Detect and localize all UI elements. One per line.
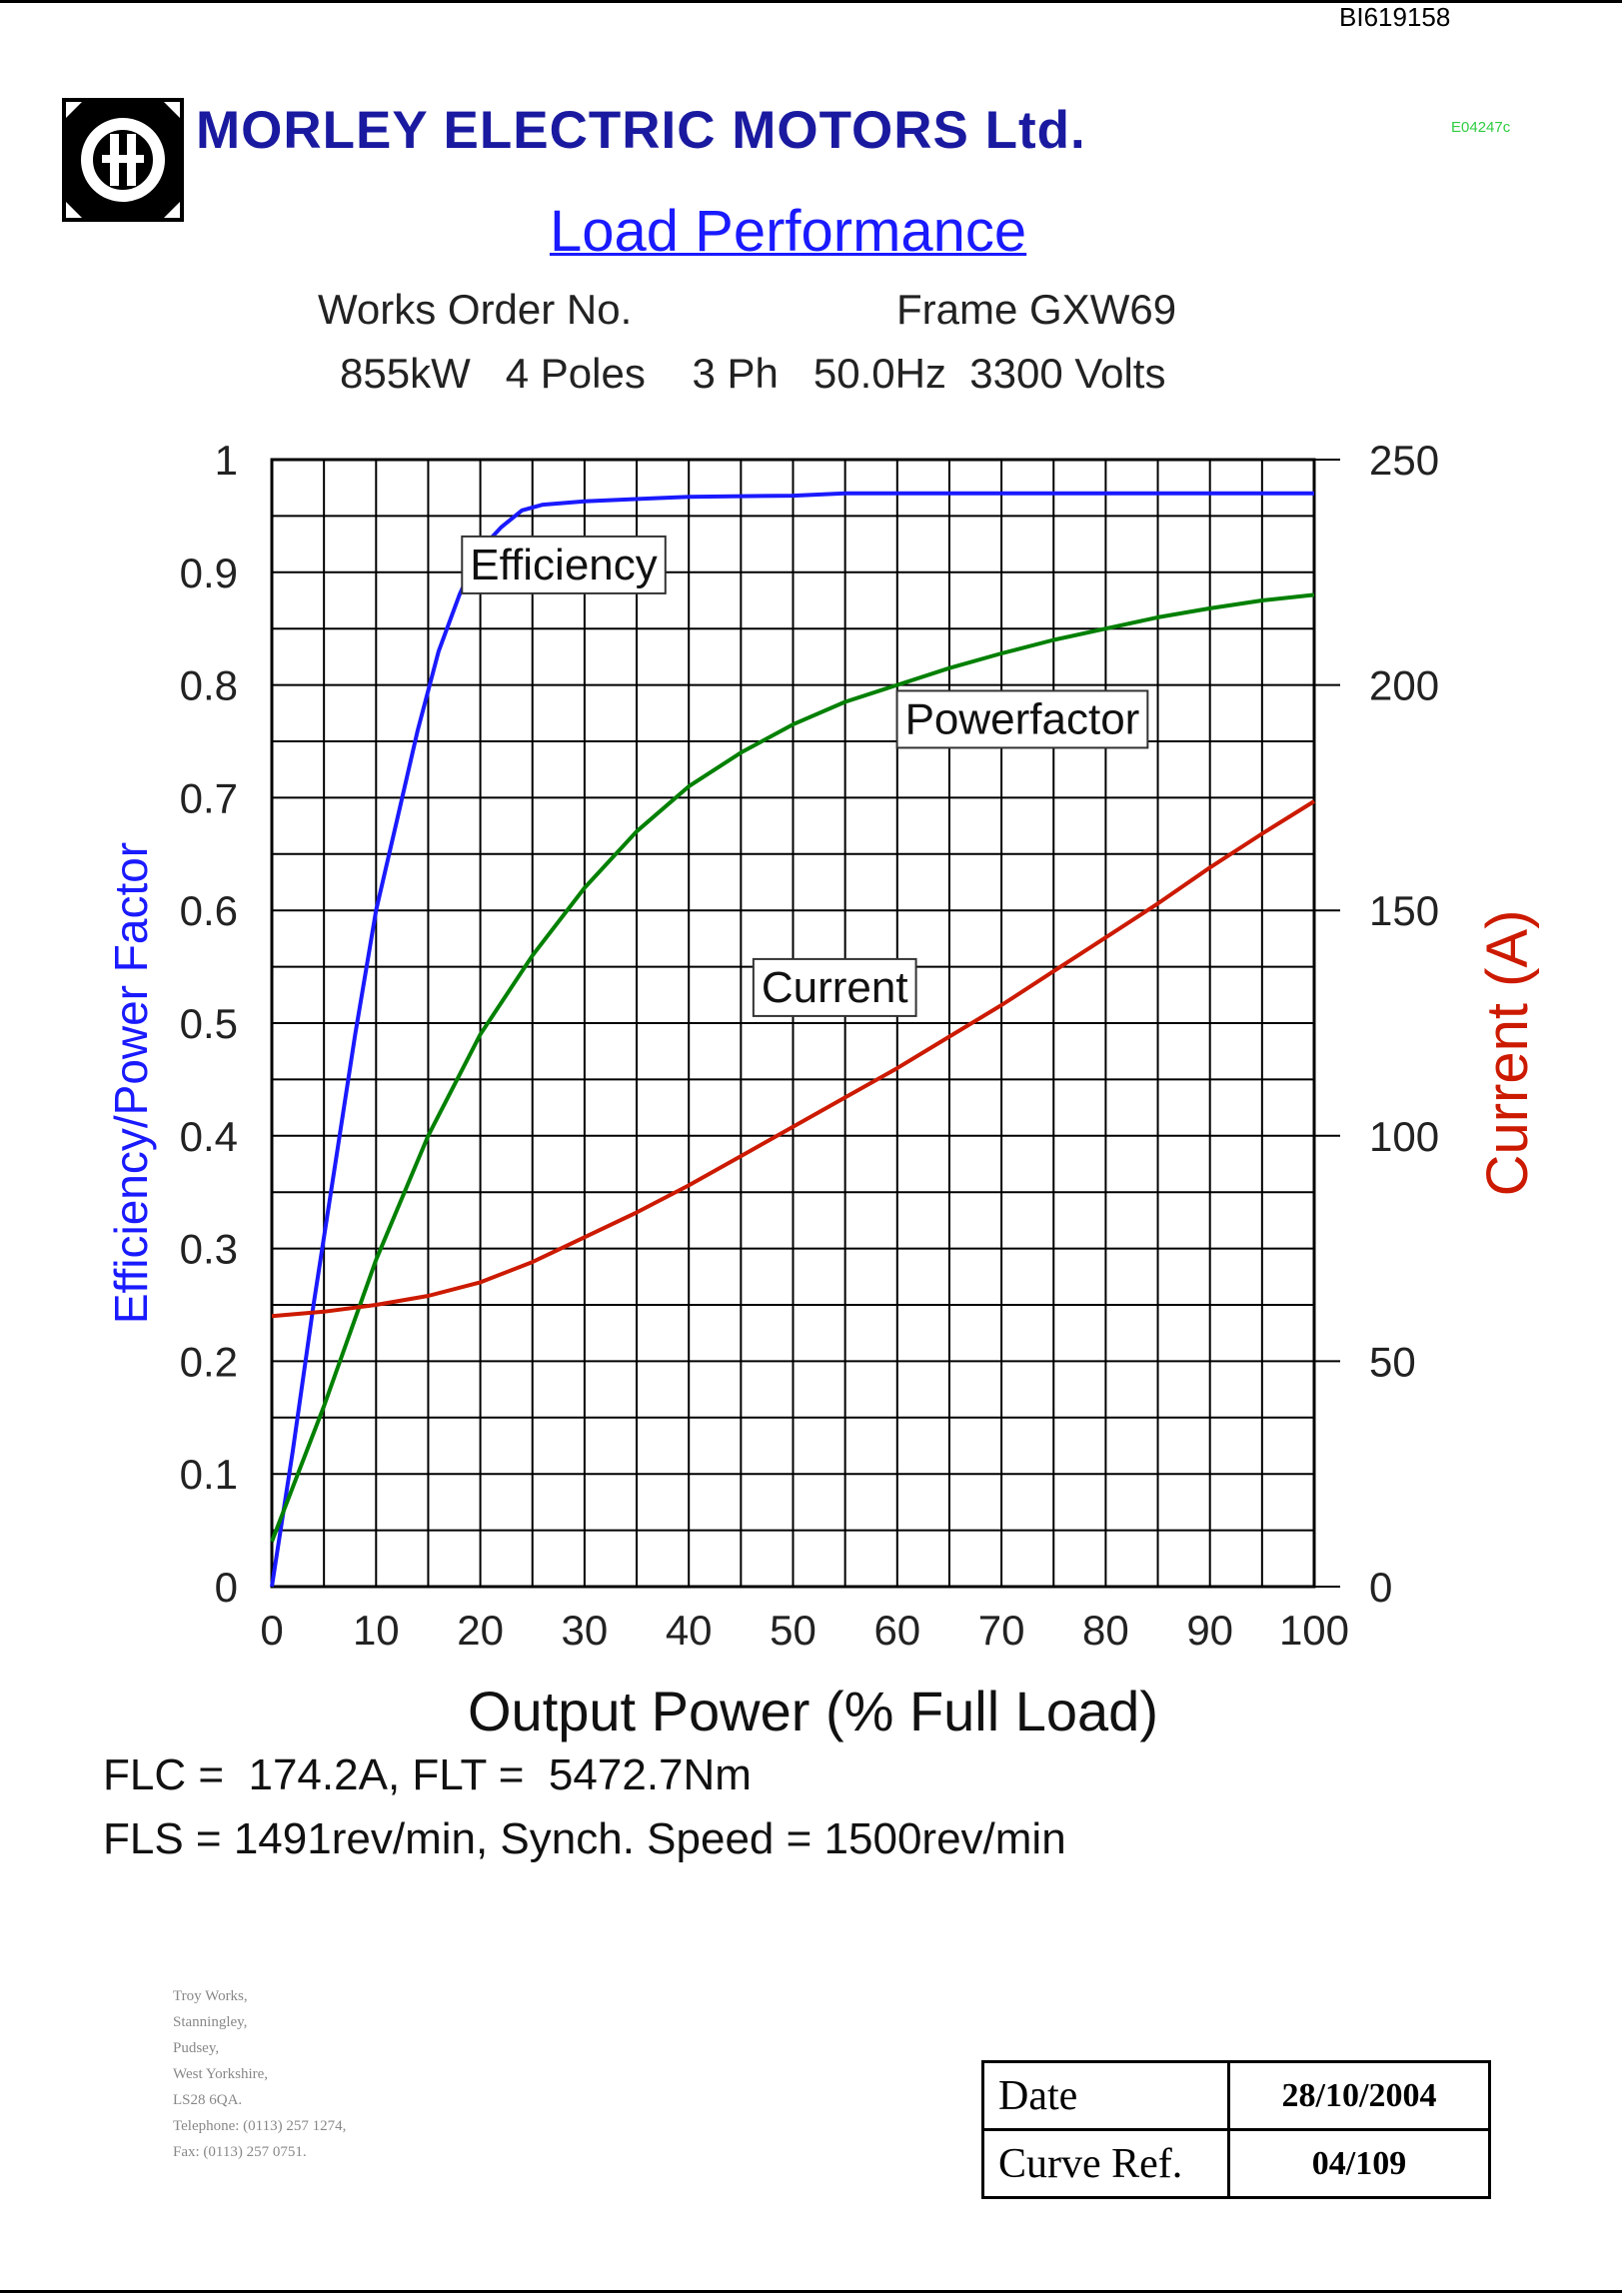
flc-flt-values: FLC = 174.2A, FLT = 5472.7Nm [103,1750,752,1799]
chart-tick-labels: 0 10 20 30 40 50 60 70 80 90 10000.10.20.30.40.50.… [105,437,1540,1742]
efficiency-label-box [461,535,667,594]
y-left-tick-label: 0.9 [180,550,238,596]
x-tick-label: 0 [260,1607,283,1654]
frame-label: Frame GXW69 [896,286,1177,333]
efficiency-series-line [270,491,1314,1588]
powerfactor-series-label: Powerfactor [905,694,1140,743]
current-series-line [271,799,1316,1319]
y-right-tick-label: 250 [1369,437,1439,484]
y-left-tick-label: 0 [215,1564,238,1611]
y-right-axis-title: Current (A) [1475,910,1540,1197]
x-tick-label: 70 [978,1607,1025,1654]
bottom-rule [0,2290,1622,2293]
y-right-tick-label: 150 [1369,887,1439,934]
address-line: West Yorkshire, [173,2066,269,2082]
curve-ref-value: 04/109 [1227,2128,1491,2199]
chart-title: Load Performance [550,199,1027,264]
works-order-label: Works Order No. [318,286,633,333]
address-line: Fax: (0113) 257 0751. [173,2144,307,2160]
y-left-tick-label: 0.3 [180,1226,238,1273]
powerfactor-label-box [895,689,1149,749]
address-line: LS28 6QA. [173,2092,243,2108]
x-tick-label: 80 [1082,1607,1129,1654]
document-id: BI619158 [1339,2,1451,32]
y-left-tick-label: 0.8 [180,662,238,709]
efficiency-series-label: Efficiency [470,541,658,589]
x-tick-label: 90 [1186,1607,1233,1654]
y-left-tick-label: 0.7 [180,774,238,821]
x-tick-label: 60 [873,1607,920,1654]
address-line: Pudsey, [173,2040,220,2056]
address-line: Stanningley, [173,2014,248,2030]
x-tick-label: 100 [1279,1607,1349,1654]
chart-grid [272,460,1314,1587]
small-reference-code: E04247c [1451,119,1511,136]
company-name: MORLEY ELECTRIC MOTORS Ltd. [196,101,1086,160]
company-logo [62,98,184,222]
y-left-tick-label: 0.4 [180,1113,238,1160]
address-line: Troy Works, [173,1988,248,2004]
chart-axes [270,458,1340,1589]
x-tick-label: 20 [457,1607,504,1654]
curve-ref-label: Curve Ref. [981,2128,1230,2199]
fls-synch-values: FLS = 1491rev/min, Synch. Speed = 1500re… [103,1814,1066,1863]
chart-series-labels: Efficiency Powerfactor Current [461,535,1149,1017]
y-left-tick-label: 0.5 [180,1000,238,1047]
x-tick-label: 30 [562,1607,609,1654]
y-left-tick-label: 0.1 [180,1451,238,1498]
x-tick-label: 50 [770,1607,816,1654]
y-right-tick-label: 50 [1369,1338,1416,1385]
date-value: 28/10/2004 [1227,2060,1491,2131]
motor-rating: 855kW 4 Poles 3 Ph 50.0Hz 3300 Volts [340,350,1166,397]
y-right-tick-label: 100 [1369,1113,1439,1160]
current-label-box [752,957,917,1017]
x-tick-label: 40 [666,1607,713,1654]
y-right-tick-label: 200 [1369,662,1439,709]
x-axis-title: Output Power (% Full Load) [468,1680,1158,1742]
address-line: Telephone: (0113) 257 1274, [173,2118,347,2134]
y-right-tick-label: 0 [1369,1564,1392,1611]
y-left-tick-label: 0.6 [180,887,238,934]
date-label: Date [981,2060,1230,2131]
x-tick-label: 10 [353,1607,400,1654]
plot-frame [270,458,1316,1589]
chart-series [270,491,1316,1588]
y-left-tick-label: 0.2 [180,1338,238,1385]
top-rule [0,0,1622,3]
company-address: Troy Works, Stanningley, Pudsey, West Yo… [173,1983,346,2165]
y-left-axis-title: Efficiency/Power Factor [105,842,157,1324]
current-series-label: Current [762,963,908,1012]
y-left-tick-label: 1 [215,437,238,484]
date-curve-ref-table: Date 28/10/2004 Curve Ref. 04/109 [981,2060,1491,2199]
powerfactor-series-line [270,592,1315,1543]
